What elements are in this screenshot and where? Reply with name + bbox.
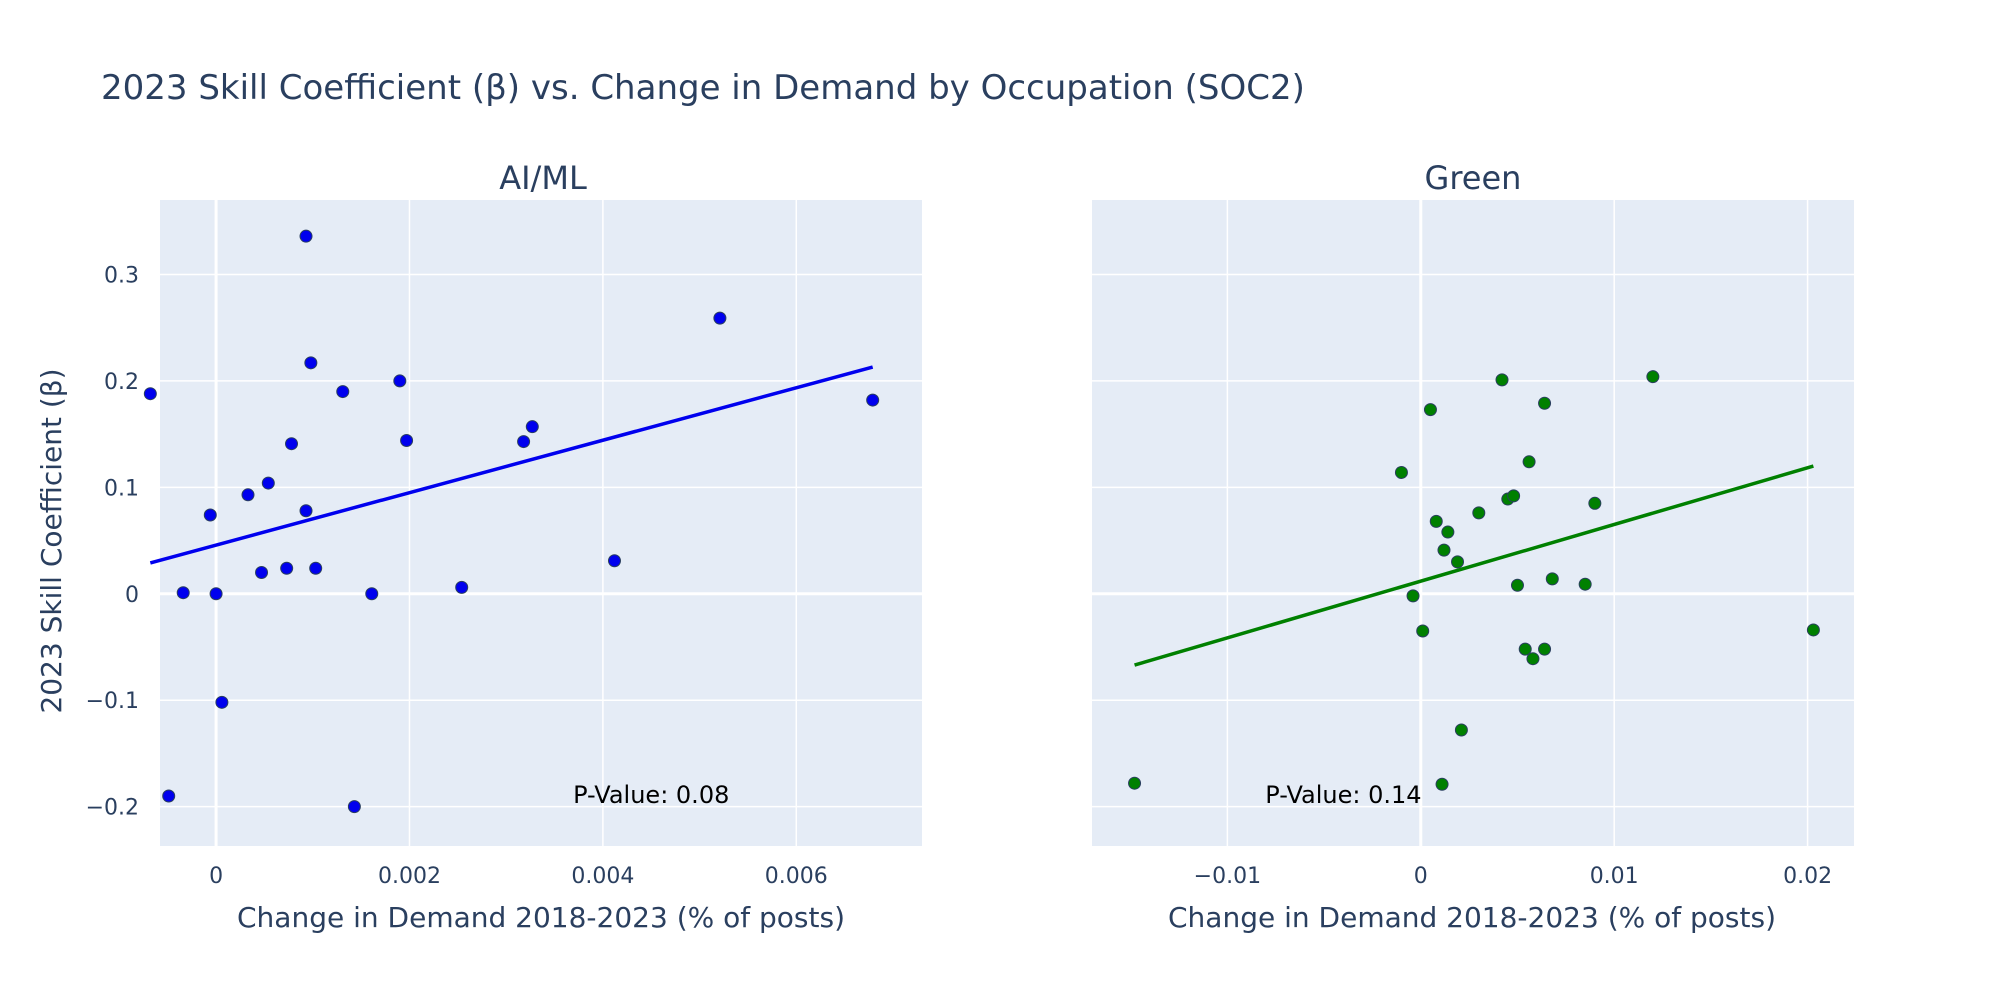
panel-aiml-x-tick-label: 0 [209,864,223,889]
panel-green-x-tick-label: 0.01 [1590,864,1639,889]
panel-aiml-point [241,488,255,502]
panel-green-point [1495,373,1509,387]
panel-green-point [1545,572,1559,586]
panel-green-point [1406,589,1420,603]
panel-green-plot-area [1092,200,1854,846]
panel-green-point [1578,577,1592,591]
panel-aiml-point [203,508,217,522]
panel-aiml-grid [160,200,922,846]
panel-green-point [1454,723,1468,737]
panel-aiml-point [336,385,350,399]
panel-green-trendline-group [1134,464,1814,667]
panel-green-point [1510,578,1524,592]
panel-aiml-point [280,561,294,575]
panel-green-point [1128,776,1142,790]
panel-aiml-x-tick-labels: 0 0.002 0.004 0.006 [209,864,828,889]
panel-aiml-y-tick-label: 0.3 [104,263,139,288]
panel-green-point [1437,543,1451,557]
panel-aiml-point [309,561,323,575]
panel-green-x-tick-label: −0.01 [1194,864,1261,889]
panel-aiml-point [347,800,361,814]
panel-aiml-x-tick-label: 0.002 [378,864,441,889]
panel-aiml-point [261,476,275,490]
panel-aiml-point [525,420,539,434]
panel-aiml-y-tick-labels: −0.2 −0.1 0 0.1 0.2 0.3 [86,263,139,820]
panel-aiml-point [713,311,727,325]
panel-aiml-y-tick-label: 0.2 [104,370,139,395]
y-axis-label: 2023 Skill Coefficient (β) [35,368,68,713]
panel-green-point [1507,489,1521,503]
panel-green-point [1423,403,1437,417]
panel-aiml-point [255,565,269,579]
panel-aiml-point [143,387,157,401]
panel-green-point [1538,396,1552,410]
panel-aiml-point [209,587,223,601]
panel-aiml-point [607,554,621,568]
panel-green-point [1588,496,1602,510]
panel-green-point [1646,370,1660,384]
panel-aiml-y-tick-label: −0.2 [86,796,139,821]
panel-green-grid [1092,200,1854,846]
panel-aiml-point [517,435,531,449]
panel-aiml-y-tick-label: −0.1 [86,689,139,714]
panel-green: Green −0.01 0 0.01 0.02 P-Value: 0.14 Chang… [1092,159,1854,934]
panel-aiml-y-tick-label: 0.1 [104,476,139,501]
panel-aiml-point [299,229,313,243]
panel-aiml-plot-area [160,200,922,846]
panel-aiml: AI/ML 0 0.002 0.004 0.006 −0.2 −0.1 0 0.1 0.2 0.… [86,159,922,934]
panel-aiml-point [215,695,229,709]
panel-green-point [1435,777,1449,791]
panel-green-point [1526,652,1540,666]
panel-aiml-point [285,437,299,451]
panel-green-point [1416,624,1430,638]
panel-green-x-tick-label: 0.02 [1783,864,1832,889]
panel-aiml-points [143,229,880,814]
panel-green-point [1518,642,1532,656]
panel-green-x-tick-labels: −0.01 0 0.01 0.02 [1194,864,1832,889]
panel-green-point [1538,642,1552,656]
panel-green-x-tick-label: 0 [1414,864,1428,889]
panel-green-point [1472,506,1486,520]
panel-aiml-point [176,586,190,600]
panel-green-point [1429,514,1443,528]
panel-aiml-x-tick-label: 0.004 [571,864,634,889]
panel-aiml-x-tick-label: 0.006 [765,864,828,889]
panel-aiml-point [866,393,880,407]
panel-aiml-point [365,587,379,601]
panel-aiml-point [455,580,469,594]
panel-aiml-title: AI/ML [499,159,587,197]
panel-green-trendline [1134,464,1814,667]
panel-green-x-axis-label: Change in Demand 2018-2023 (% of posts) [1168,901,1776,934]
panel-aiml-point [162,789,176,803]
panel-green-points [1128,370,1820,791]
panel-green-point [1522,455,1536,469]
panel-green-point [1806,623,1820,637]
panel-green-title: Green [1425,159,1522,197]
figure-title: 2023 Skill Coefficient (β) vs. Change in… [101,68,1305,108]
panel-aiml-point [400,434,414,448]
panel-green-p-value: P-Value: 0.14 [1265,781,1421,809]
panel-aiml-point [393,374,407,388]
panel-green-point [1441,525,1455,539]
panel-aiml-point [304,356,318,370]
panel-aiml-y-tick-label: 0 [125,583,139,608]
panel-green-point [1451,555,1465,569]
panel-aiml-point [299,504,313,518]
panel-aiml-trendline [149,365,874,565]
panel-aiml-x-axis-label: Change in Demand 2018-2023 (% of posts) [237,901,845,934]
panel-aiml-p-value: P-Value: 0.08 [573,781,729,809]
panel-aiml-trendline-group [149,365,874,565]
panel-green-point [1394,465,1408,479]
